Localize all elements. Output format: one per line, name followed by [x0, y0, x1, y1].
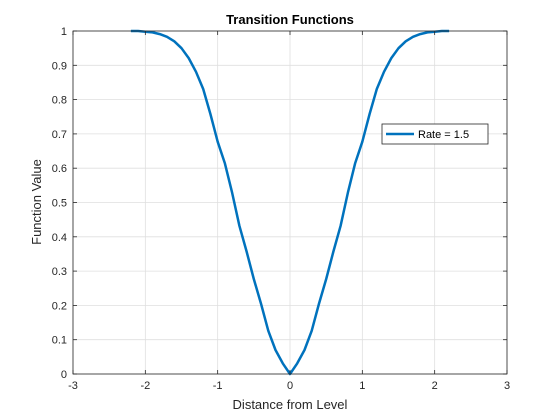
y-tick-label: 0.8 [52, 95, 67, 107]
y-tick-label: 0.4 [52, 232, 67, 244]
legend[interactable]: Rate = 1.5 [381, 123, 489, 145]
y-tick-label: 0.2 [52, 300, 67, 312]
x-axis-label: Distance from Level [233, 397, 348, 412]
y-tick-label: 0 [61, 369, 67, 381]
y-tick-label: 0.1 [52, 335, 67, 347]
y-tick-label: 0.7 [52, 129, 67, 141]
x-tick-label: 0 [287, 380, 293, 392]
chart-title: Transition Functions [226, 12, 354, 27]
y-tick-label: 0.5 [52, 198, 67, 210]
legend-entry: Rate = 1.5 [418, 129, 469, 141]
x-tick-label: -2 [140, 380, 150, 392]
x-tick-label: -3 [68, 380, 78, 392]
y-tick-label: 0.3 [52, 266, 67, 278]
x-tick-label: -1 [213, 380, 223, 392]
legend-box [381, 123, 489, 145]
y-axis-label: Function Value [29, 159, 44, 245]
x-tick-label: 1 [359, 380, 365, 392]
y-tick-label: 0.9 [52, 60, 67, 72]
y-tick-label: 1 [61, 26, 67, 38]
ticks: -3 -2 -1 0 1 2 3 0 0.1 0.2 0.3 0.4 0.5 0.6 0.7 0.8 0.9 1 [52, 26, 510, 392]
y-tick-label: 0.6 [52, 163, 67, 175]
x-tick-label: 3 [504, 380, 510, 392]
x-tick-label: 2 [432, 380, 438, 392]
